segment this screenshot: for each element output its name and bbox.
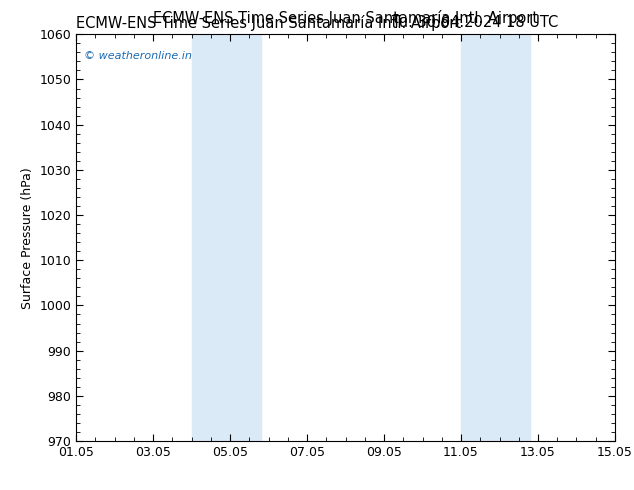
Bar: [461, 34, 530, 441]
Y-axis label: Surface Pressure (hPa): Surface Pressure (hPa): [21, 167, 34, 309]
Text: ECMW-ENS Time Series Juan Santamaría Intl. Airport: ECMW-ENS Time Series Juan Santamaría Int…: [76, 15, 461, 31]
Bar: [191, 34, 261, 441]
Text: Tu. 30.04.2024 18 UTC: Tu. 30.04.2024 18 UTC: [392, 15, 558, 30]
Text: ECMW-ENS Time Series Juan Santamaría Intl. Airport: ECMW-ENS Time Series Juan Santamaría Int…: [153, 10, 538, 26]
Text: © weatheronline.in: © weatheronline.in: [84, 50, 192, 61]
